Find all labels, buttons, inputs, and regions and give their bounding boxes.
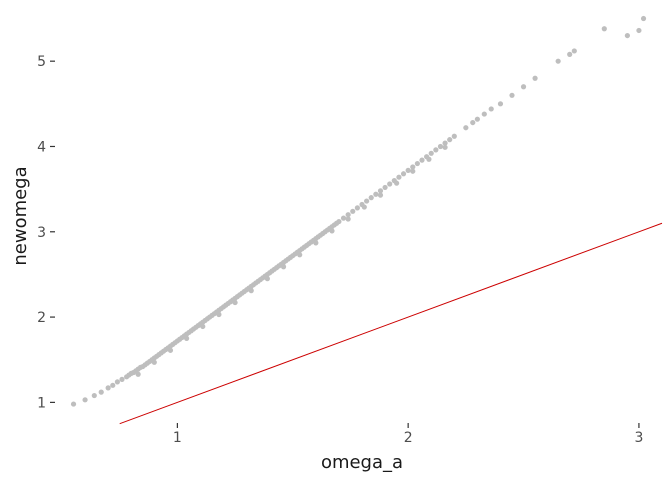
data-point xyxy=(442,140,448,146)
data-point xyxy=(419,157,425,163)
data-point xyxy=(387,181,393,187)
data-point xyxy=(555,58,561,64)
data-point xyxy=(248,288,254,294)
data-point xyxy=(361,204,367,210)
data-point xyxy=(447,137,453,143)
scatter-points xyxy=(70,15,647,407)
data-point xyxy=(135,371,141,377)
data-point xyxy=(470,119,476,126)
data-point xyxy=(368,195,374,201)
data-point xyxy=(410,168,416,174)
data-point xyxy=(297,252,303,258)
data-point xyxy=(345,216,351,222)
data-point xyxy=(200,323,206,330)
data-point xyxy=(481,111,487,117)
data-point xyxy=(91,392,97,399)
data-point xyxy=(497,101,504,107)
y-tick-label: 1 xyxy=(37,395,46,411)
x-tick-label: 1 xyxy=(173,430,182,446)
data-point xyxy=(70,401,77,407)
data-point xyxy=(264,276,270,282)
data-point xyxy=(119,376,125,382)
data-point xyxy=(350,208,356,214)
data-point xyxy=(167,347,174,353)
data-point xyxy=(433,147,439,153)
data-point xyxy=(426,156,432,162)
data-point xyxy=(364,198,370,204)
x-tick-label: 3 xyxy=(634,430,643,446)
data-point xyxy=(640,15,647,22)
y-tick-label: 2 xyxy=(37,310,46,326)
y-axis: 1 2 3 4 5 xyxy=(37,54,55,411)
data-point xyxy=(567,51,573,57)
data-point xyxy=(624,32,630,39)
data-point xyxy=(532,75,538,81)
data-point xyxy=(474,116,480,122)
data-point xyxy=(382,184,388,191)
data-point xyxy=(437,143,444,150)
data-point xyxy=(184,335,190,342)
data-point xyxy=(442,144,448,150)
data-point xyxy=(410,164,416,170)
data-point xyxy=(601,26,607,32)
y-tick-label: 4 xyxy=(37,139,46,155)
y-tick-label: 3 xyxy=(37,225,46,241)
data-point xyxy=(451,133,457,139)
data-point xyxy=(400,171,407,177)
data-point xyxy=(345,212,351,218)
data-point xyxy=(394,180,400,186)
data-point xyxy=(313,240,319,246)
data-point xyxy=(463,125,469,131)
x-tick-label: 2 xyxy=(404,430,413,446)
data-point xyxy=(405,167,411,173)
y-axis-title: newomega xyxy=(10,166,31,265)
data-point xyxy=(336,218,342,225)
reference-line xyxy=(119,222,663,425)
data-point xyxy=(82,397,88,403)
x-axis: 1 2 3 xyxy=(173,423,643,446)
data-point xyxy=(377,192,384,198)
data-point xyxy=(110,382,116,388)
data-point xyxy=(377,188,384,194)
data-point xyxy=(509,92,515,98)
data-point xyxy=(280,264,287,270)
data-point xyxy=(151,359,157,365)
data-point xyxy=(396,174,402,180)
data-point xyxy=(373,191,379,197)
data-point xyxy=(520,84,527,90)
data-point xyxy=(98,389,104,395)
data-point xyxy=(216,311,222,318)
data-point xyxy=(636,27,642,34)
data-point xyxy=(414,160,420,167)
y-tick-label: 5 xyxy=(37,54,46,70)
x-axis-title: omega_a xyxy=(321,452,403,473)
data-point xyxy=(488,106,494,112)
data-point xyxy=(329,228,335,234)
data-point xyxy=(571,48,577,54)
data-point xyxy=(232,299,238,306)
data-point xyxy=(105,385,111,391)
data-point xyxy=(354,205,360,211)
data-point xyxy=(340,215,347,221)
data-point xyxy=(114,379,120,385)
data-point xyxy=(428,150,434,156)
